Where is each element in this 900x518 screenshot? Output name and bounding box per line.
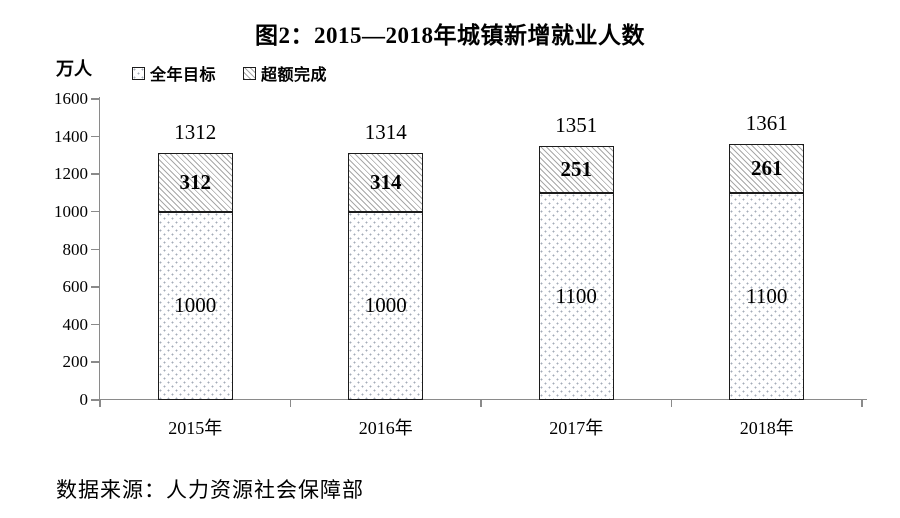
legend-label-target: 全年目标 — [150, 67, 217, 84]
total-value-label-1: 1312 — [174, 120, 217, 145]
bar-segment-target-3: 1100 — [538, 193, 614, 400]
category-label-4: 2018年 — [739, 418, 794, 438]
chart-title: 图2：2015—2018年城镇新增就业人数 — [255, 23, 645, 48]
y-tick-label: 1000 — [54, 201, 88, 221]
x-axis-line — [98, 398, 867, 400]
y-tick-label: 600 — [62, 277, 89, 297]
bar-segment-target-4: 1100 — [729, 193, 805, 400]
total-value-label-4: 1361 — [745, 110, 788, 135]
total-value-label-3: 1351 — [555, 112, 598, 137]
x-tick — [670, 400, 673, 407]
legend-swatch-dots — [132, 66, 145, 80]
category-label-3: 2017年 — [549, 418, 604, 438]
legend-swatch-hatch — [243, 66, 257, 80]
source-note: 数据来源：人力资源社会保障部 — [56, 479, 364, 502]
legend: 全年目标 超额完成 — [132, 61, 327, 85]
y-tick — [90, 323, 100, 326]
x-tick — [99, 400, 101, 407]
bar-segment-exceeded-3: 251 — [538, 145, 614, 194]
legend-label-exceeded: 超额完成 — [261, 67, 328, 84]
x-tick — [480, 400, 482, 407]
category-label-2: 2016年 — [358, 418, 413, 438]
total-value-label-2: 1314 — [364, 119, 407, 144]
segment-value-label: 1000 — [364, 293, 407, 318]
segment-value-label: 1100 — [746, 284, 788, 309]
y-tick-label: 1200 — [54, 164, 88, 184]
segment-value-label: 1000 — [174, 293, 217, 318]
y-tick — [90, 173, 100, 175]
y-tick — [90, 361, 100, 363]
segment-value-label: 251 — [560, 156, 593, 181]
bar-segment-exceeded-2: 314 — [348, 152, 424, 212]
y-tick-label: 0 — [79, 390, 89, 409]
segment-value-label: 314 — [370, 169, 402, 194]
bar-segment-exceeded-4: 261 — [729, 143, 805, 194]
y-tick — [90, 399, 100, 401]
y-tick — [90, 286, 100, 288]
bar-segment-target-2: 1000 — [348, 211, 424, 400]
category-label-1: 2015年 — [168, 418, 223, 438]
y-axis-unit-label: 万人 — [56, 59, 92, 79]
y-tick — [90, 98, 100, 100]
y-tick — [90, 135, 100, 138]
y-tick-label: 400 — [62, 314, 89, 334]
legend-item-target: 全年目标 — [132, 61, 216, 85]
y-tick-label: 1400 — [54, 126, 88, 146]
x-tick — [861, 400, 863, 407]
bar-segment-exceeded-1: 312 — [157, 153, 233, 212]
segment-value-label: 1100 — [555, 284, 597, 309]
legend-item-exceeded: 超额完成 — [243, 61, 327, 85]
y-tick-label: 1600 — [54, 89, 88, 108]
x-tick — [289, 400, 292, 407]
y-tick — [90, 210, 100, 213]
bar-segment-target-1: 1000 — [157, 211, 233, 400]
y-tick-label: 800 — [62, 239, 89, 259]
segment-value-label: 312 — [179, 170, 212, 195]
y-tick — [90, 248, 100, 250]
segment-value-label: 261 — [751, 156, 783, 180]
y-tick-label: 200 — [62, 352, 89, 372]
